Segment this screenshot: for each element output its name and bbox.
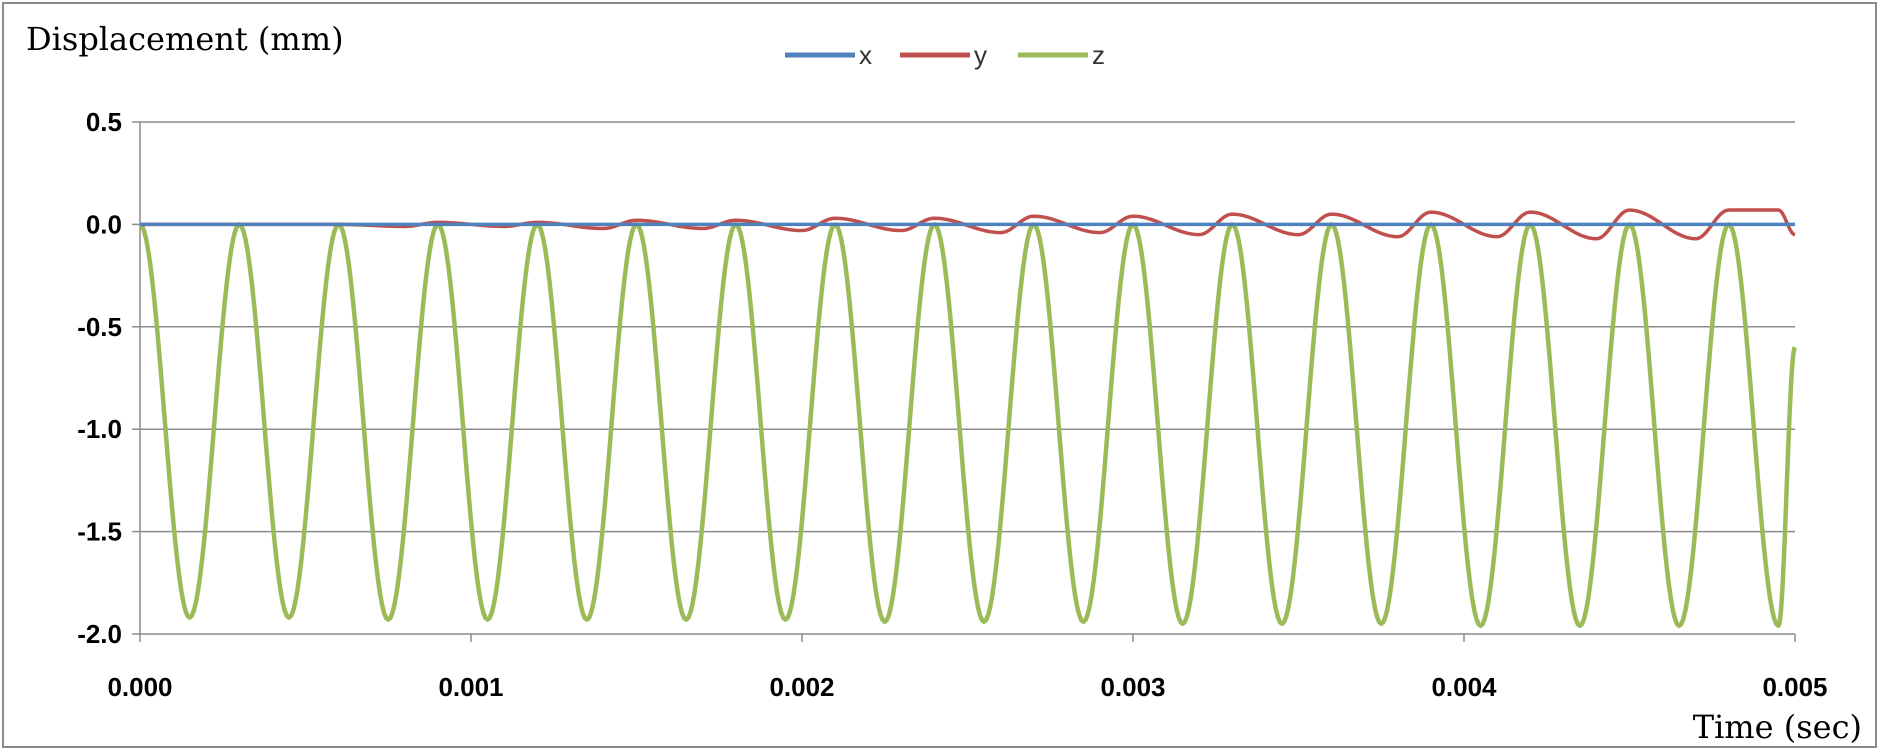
x-tick-label: 0.002 [769, 672, 834, 702]
gridlines [140, 121, 1795, 635]
y-tick-label: -0.5 [77, 312, 122, 342]
y-tick-label: 0.5 [86, 107, 122, 137]
y-axis-title: Displacement (mm) [26, 20, 344, 58]
y-tick-label: -1.0 [77, 414, 122, 444]
x-tick-label: 0.004 [1431, 672, 1497, 702]
legend-label-y: y [974, 40, 987, 70]
series-line-z [138, 222, 1797, 629]
legend-label-z: z [1092, 40, 1105, 70]
y-tick-labels: 0.5 0.0 -0.5 -1.0 -1.5 -2.0 [77, 107, 122, 649]
y-tick-label: -2.0 [77, 619, 122, 649]
y-tick-label: 0.0 [86, 209, 122, 239]
y-tick-label: -1.5 [77, 517, 122, 547]
x-tick-label: 0.001 [438, 672, 503, 702]
x-tick-label: 0.003 [1100, 672, 1165, 702]
x-tick-label: 0.000 [107, 672, 172, 702]
x-tick-labels: 0.000 0.001 0.002 0.003 0.004 0.005 [107, 672, 1827, 702]
x-axis-title: Time (sec) [1693, 708, 1862, 746]
legend-label-x: x [859, 40, 872, 70]
x-tick-label: 0.005 [1762, 672, 1827, 702]
series-lines [138, 208, 1797, 629]
axes [132, 121, 1796, 642]
legend: x y z [785, 40, 1105, 70]
